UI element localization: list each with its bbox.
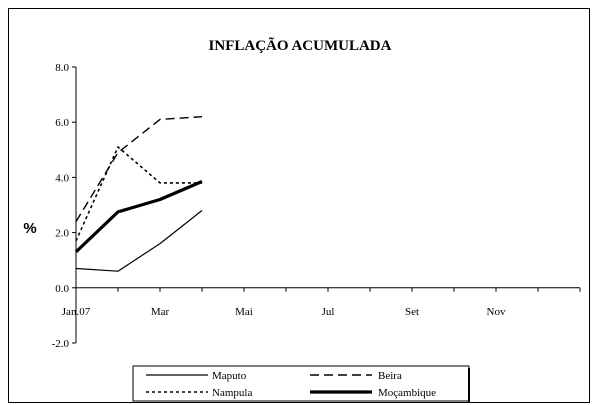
chart-title: INFLAÇÃO ACUMULADA bbox=[209, 36, 392, 54]
x-tick-label: Jan.07 bbox=[62, 306, 91, 318]
y-tick-label: 2.0 bbox=[55, 228, 69, 240]
legend: Maputo Beira Nampula Moçambique bbox=[132, 365, 470, 402]
x-tick-label: Nov bbox=[487, 306, 506, 318]
axes: -2.0 0.0 2.0 4.0 6.0 8.0 Jan.07 Mar Mai Jul Set Nov bbox=[52, 62, 581, 350]
series-line-mocambique bbox=[74, 180, 203, 254]
series-line-nampula bbox=[75, 146, 202, 242]
series-layer bbox=[74, 116, 203, 272]
legend-label: Nampula bbox=[212, 387, 252, 399]
legend-label: Beira bbox=[378, 370, 402, 382]
y-tick-label: 6.0 bbox=[55, 117, 69, 129]
y-tick-label: -2.0 bbox=[52, 338, 70, 350]
legend-label: Moçambique bbox=[378, 387, 436, 399]
y-axis-label: % bbox=[23, 220, 36, 237]
y-tick-label: 0.0 bbox=[55, 283, 69, 295]
series-line-beira bbox=[75, 116, 203, 222]
y-tick-label: 8.0 bbox=[55, 62, 69, 74]
legend-box bbox=[132, 365, 470, 402]
x-tick-label: Mar bbox=[151, 306, 170, 318]
x-tick-label: Jul bbox=[322, 306, 335, 318]
series-line-maputo bbox=[75, 210, 203, 272]
x-tick-label: Mai bbox=[235, 306, 253, 318]
legend-label: Maputo bbox=[212, 370, 247, 382]
y-tick-label: 4.0 bbox=[55, 172, 69, 184]
x-tick-label: Set bbox=[405, 306, 419, 318]
chart-frame bbox=[8, 8, 590, 403]
